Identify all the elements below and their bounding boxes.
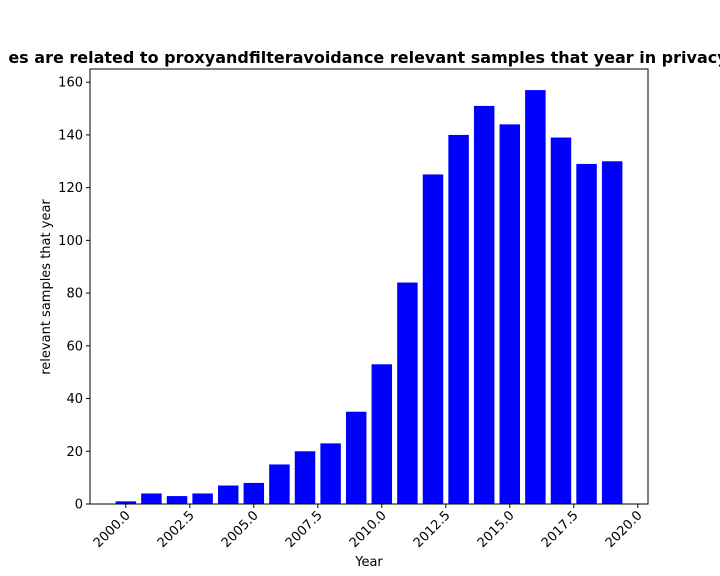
y-tick-label: 120 [58, 181, 83, 196]
bar-2014 [473, 105, 495, 504]
bars-group [115, 90, 623, 505]
bar-2006 [269, 464, 290, 504]
bar-2013 [448, 134, 469, 504]
bar-2018 [576, 163, 597, 504]
bar-2016 [525, 90, 546, 504]
bar-2011 [397, 282, 418, 504]
bar-2019 [601, 161, 623, 505]
y-tick-label: 80 [66, 287, 83, 302]
bar-2015 [499, 124, 521, 504]
y-tick-label: 40 [66, 392, 83, 407]
x-axis-label: Year [354, 555, 383, 570]
y-axis: 0 20 40 60 80 100 120 140 160 [58, 76, 90, 513]
chart-title: es are related to proxyandfilteravoidanc… [8, 48, 720, 67]
bar-2012 [422, 174, 444, 505]
bar-2002 [166, 496, 188, 504]
y-tick-label: 60 [66, 339, 83, 354]
bar-2010 [371, 364, 393, 504]
bar-2003 [192, 493, 213, 504]
bar-2017 [550, 137, 572, 504]
y-axis-label: relevant samples that year [39, 199, 54, 375]
bar-2000 [115, 501, 137, 504]
y-tick-label: 20 [66, 445, 83, 460]
bar-2004 [217, 485, 239, 504]
plot-frame [89, 68, 649, 505]
y-tick-label: 160 [58, 76, 83, 91]
y-tick-label: 0 [75, 498, 83, 513]
bar-2001 [141, 493, 162, 504]
bar-2009 [345, 411, 367, 504]
bar-2005 [243, 482, 265, 504]
bar-2008 [320, 443, 341, 504]
bar-2007 [294, 451, 316, 504]
y-tick-label: 100 [58, 234, 83, 249]
y-tick-label: 140 [58, 128, 83, 143]
